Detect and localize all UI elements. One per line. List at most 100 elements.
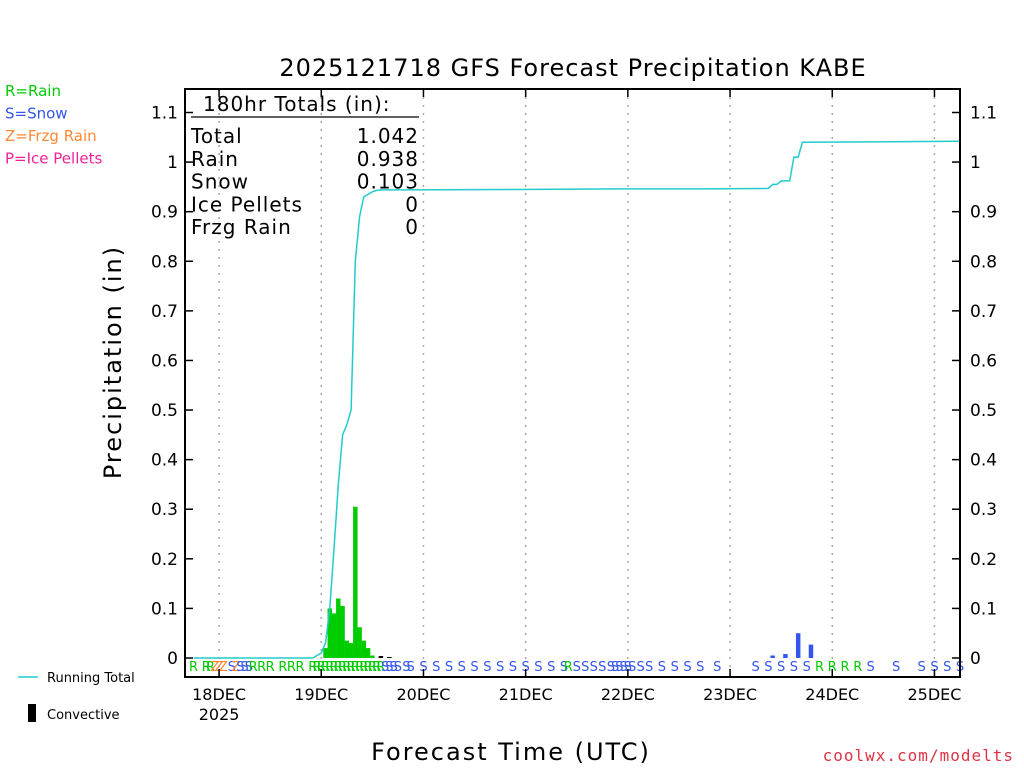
ptype-marker: Z: [215, 660, 224, 675]
totals-value: 0: [405, 215, 419, 239]
ptype-marker: R: [308, 660, 317, 675]
ptype-marker: R: [368, 660, 377, 675]
running-total-line: [193, 140, 961, 659]
rain-bar: [323, 648, 328, 658]
totals-label: Snow: [191, 170, 249, 194]
y-tick-label-left: 0.8: [151, 252, 178, 272]
x-tick-label: 24DEC: [805, 685, 859, 704]
totals-label: Frzg Rain: [191, 215, 292, 239]
ptype-marker: R: [295, 660, 304, 675]
totals-header: 180hr Totals (in):: [203, 92, 391, 116]
ptype-marker: S: [658, 660, 666, 675]
rain-bar: [344, 640, 350, 658]
ptype-marker: R: [338, 660, 347, 675]
y-tick-label-right: 0.6: [970, 351, 997, 371]
y-tick-label-left: 0.1: [151, 599, 178, 619]
ptype-marker: R: [189, 660, 198, 675]
ptype-marker: S: [509, 660, 517, 675]
ptype-marker: S: [892, 660, 900, 675]
ptype-marker: S: [390, 660, 398, 675]
y-tick-label-right: 0.7: [970, 302, 997, 322]
y-tick-label-left: 0.3: [151, 500, 178, 520]
x-axis-label: Forecast Time (UTC): [371, 738, 651, 766]
ptype-marker: R: [266, 660, 275, 675]
totals-rows: Total 1.042 Rain 0.938 Snow 0.103 Ice Pellets 0…: [190, 124, 419, 239]
y-tick-label-left: 0.4: [151, 451, 178, 471]
ptype-marker: S: [607, 660, 615, 675]
x-tick-label: 23DEC: [703, 685, 757, 704]
ptype-marker: S: [713, 660, 721, 675]
ptype-marker: S: [918, 660, 926, 675]
ptype-marker: R: [841, 660, 850, 675]
x-tick-label: 22DEC: [601, 685, 655, 704]
totals-value: 0: [405, 192, 419, 216]
x-tick-label: 20DEC: [396, 685, 450, 704]
ptype-marker: S: [496, 660, 504, 675]
y-tick-label-right: 1: [970, 153, 981, 173]
ptype-marker: S: [590, 660, 598, 675]
ptype-marker: R: [351, 660, 360, 675]
running-total-legend-label: Running Total: [47, 671, 135, 686]
ptype-marker: R: [330, 660, 339, 675]
ptype-marker: S: [866, 660, 874, 675]
rain-bar: [327, 608, 333, 658]
ptype-marker: S: [636, 660, 644, 675]
x-tick-label: 21DEC: [499, 685, 553, 704]
totals-label: Total: [190, 124, 243, 148]
ptype-marker: S: [581, 660, 589, 675]
ptype-marker: R: [372, 660, 381, 675]
ptype-marker: R: [564, 660, 573, 675]
ptype-marker: S: [236, 660, 244, 675]
snow-bar: [795, 633, 801, 658]
ptype-marker: Z: [219, 660, 228, 675]
y-tick-label-left: 1.1: [151, 104, 178, 124]
ptype-marker: S: [470, 660, 478, 675]
x-tick-year: 2025: [199, 705, 240, 724]
ptype-marker: R: [206, 660, 215, 675]
ptype-marker: S: [790, 660, 798, 675]
ptype-marker: S: [534, 660, 542, 675]
running-total-layer: [193, 140, 961, 659]
ptype-marker: S: [407, 660, 415, 675]
ptype-marker: R: [355, 660, 364, 675]
ptype-marker: S: [228, 660, 236, 675]
snow-bar: [808, 644, 814, 658]
convective-bar: [378, 656, 384, 658]
rain-bar: [370, 655, 375, 658]
x-tick-label: 25DEC: [907, 685, 961, 704]
ptype-marker: S: [943, 660, 951, 675]
ptype-marker: R: [278, 660, 287, 675]
totals-label: Rain: [191, 147, 239, 171]
ptype-marker: S: [764, 660, 772, 675]
ptype-marker: S: [671, 660, 679, 675]
ptype-marker: S: [381, 660, 389, 675]
ptype-marker: S: [547, 660, 555, 675]
ptype-marker: S: [751, 660, 759, 675]
ptype-marker: R: [257, 660, 266, 675]
ptype-marker: R: [249, 660, 258, 675]
ptype-marker: S: [445, 660, 453, 675]
ptype-marker: S: [619, 660, 627, 675]
ptype-marker: Z: [210, 660, 219, 675]
ptype-marker: S: [573, 660, 581, 675]
rain-bar: [361, 640, 367, 658]
y-tick-label-right: 0: [970, 649, 981, 669]
totals-value: 0.103: [357, 170, 419, 194]
y-tick-label-right: 0.3: [970, 500, 997, 520]
y-tick-label-left: 1: [167, 153, 178, 173]
rain-bar: [353, 506, 358, 658]
plot-frame: [184, 88, 961, 678]
ptype-marker: R: [325, 660, 334, 675]
precip-type-legend: R=Rain S=Snow Z=Frzg Rain P=Ice Pellets: [5, 82, 102, 168]
y-tick-label-right: 0.2: [970, 550, 997, 570]
convective-legend-label: Convective: [47, 708, 120, 723]
ptype-marker: S: [598, 660, 606, 675]
y-tick-label-right: 1.1: [970, 104, 997, 124]
ptype-marker: R: [321, 660, 330, 675]
ptype-marker: R: [202, 660, 211, 675]
ptype-marker: Z: [232, 660, 241, 675]
y-tick-label-right: 0.8: [970, 252, 997, 272]
